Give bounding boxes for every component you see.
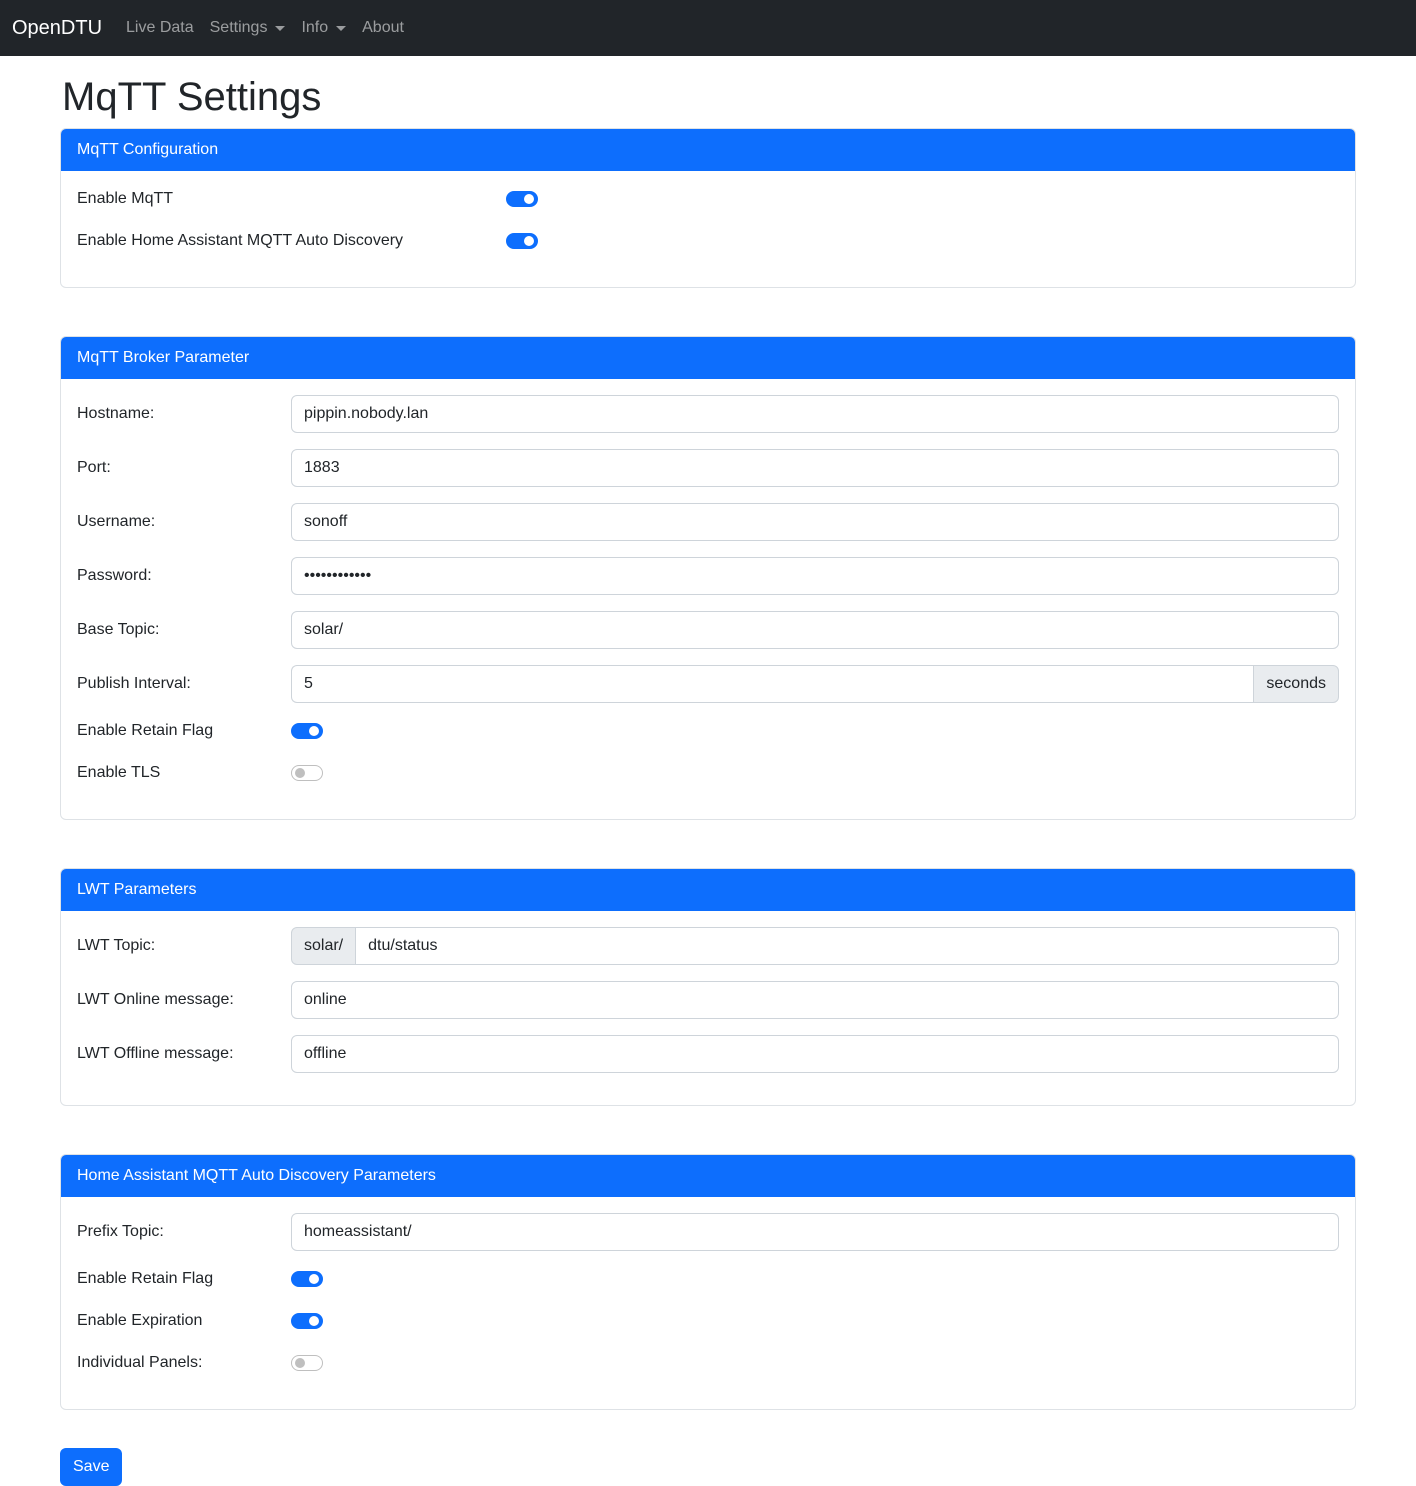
caret-down-icon [275, 25, 286, 31]
individual-panels-toggle[interactable] [291, 1355, 323, 1371]
prefix-topic-input[interactable]: homeassistant/ [291, 1213, 1339, 1251]
broker-card: MqTT Broker Parameter Hostname: pippin.no… [60, 336, 1356, 820]
brand-link[interactable]: OpenDTU [12, 16, 103, 39]
individual-panels-label: Individual Panels: [77, 1354, 203, 1371]
base-topic-label: Base Topic: [77, 621, 160, 638]
nav-live-data[interactable]: Live Data [126, 19, 194, 36]
enable-hass-label: Enable Home Assistant MQTT Auto Discover… [77, 232, 404, 249]
page-title: MqTT Settings [62, 75, 322, 119]
enable-mqtt-label: Enable MqTT [77, 190, 174, 207]
lwt-card: LWT Parameters LWT Topic: solar/dtu/stat… [60, 868, 1356, 1106]
card-header: LWT Parameters [61, 869, 1355, 911]
retain-toggle[interactable] [291, 723, 323, 739]
publish-interval-input[interactable]: 5 [291, 665, 1254, 703]
tls-label: Enable TLS [77, 764, 161, 781]
navbar: OpenDTU Live Data Settings Info About [0, 0, 1416, 56]
username-input[interactable]: sonoff [291, 503, 1339, 541]
prefix-topic-label: Prefix Topic: [77, 1223, 164, 1240]
save-button[interactable]: Save [60, 1448, 123, 1486]
card-header: Home Assistant MQTT Auto Discovery Param… [61, 1155, 1355, 1197]
nav-info[interactable]: Info [301, 19, 347, 37]
hass-card: Home Assistant MQTT Auto Discovery Param… [60, 1154, 1356, 1410]
nav-info-label: Info [301, 19, 329, 36]
hass-retain-toggle[interactable] [291, 1271, 323, 1287]
retain-label: Enable Retain Flag [77, 722, 214, 739]
seconds-addon: seconds [1253, 665, 1339, 703]
port-label: Port: [77, 459, 111, 476]
port-input[interactable]: 1883 [291, 449, 1339, 487]
lwt-offline-label: LWT Offline message: [77, 1045, 234, 1062]
hass-retain-label: Enable Retain Flag [77, 1270, 214, 1287]
base-topic-input[interactable]: solar/ [291, 611, 1339, 649]
card-header: MqTT Configuration [61, 129, 1355, 171]
expiration-toggle[interactable] [291, 1313, 323, 1329]
nav-settings[interactable]: Settings [210, 19, 286, 37]
password-label: Password: [77, 567, 152, 584]
lwt-online-label: LWT Online message: [77, 991, 234, 1008]
tls-toggle[interactable] [291, 765, 323, 781]
hostname-input[interactable]: pippin.nobody.lan [291, 395, 1339, 433]
nav-settings-label: Settings [209, 19, 268, 36]
enable-hass-toggle[interactable] [506, 233, 538, 249]
lwt-topic-input[interactable]: dtu/status [356, 927, 1339, 965]
password-input[interactable]: •••••••••••• [291, 557, 1339, 595]
expiration-label: Enable Expiration [77, 1312, 203, 1329]
lwt-online-input[interactable]: online [291, 981, 1339, 1019]
lwt-prefix-addon: solar/ [291, 927, 357, 965]
nav-about[interactable]: About [362, 19, 404, 36]
username-label: Username: [77, 513, 156, 530]
publish-interval-label: Publish Interval: [77, 675, 191, 692]
mqtt-config-card: MqTT Configuration Enable MqTT Enable Ho… [60, 128, 1356, 288]
enable-mqtt-toggle[interactable] [506, 191, 538, 207]
caret-down-icon [336, 25, 347, 31]
card-header: MqTT Broker Parameter [61, 337, 1355, 379]
lwt-topic-label: LWT Topic: [77, 937, 156, 954]
lwt-offline-input[interactable]: offline [291, 1035, 1339, 1073]
hostname-label: Hostname: [77, 405, 155, 422]
